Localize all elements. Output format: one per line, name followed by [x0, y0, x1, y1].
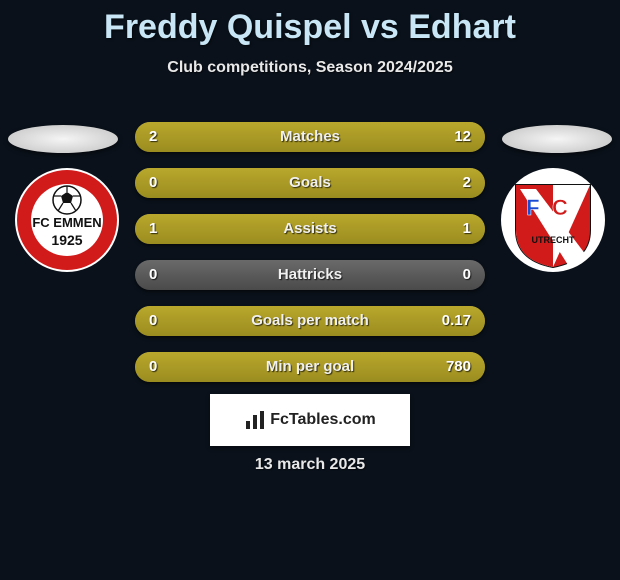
club-badge-right: F C UTRECHT: [498, 165, 608, 275]
page-subtitle: Club competitions, Season 2024/2025: [0, 59, 620, 77]
stat-label: Matches: [135, 122, 485, 152]
page-title: Freddy Quispel vs Edhart: [0, 0, 620, 47]
fc-utrecht-badge-icon: F C UTRECHT: [498, 165, 608, 275]
stat-row: 0780Min per goal: [135, 352, 485, 382]
footer-date: 13 march 2025: [0, 456, 620, 474]
stat-label: Goals per match: [135, 306, 485, 336]
stat-label: Min per goal: [135, 352, 485, 382]
svg-text:C: C: [552, 195, 568, 220]
svg-text:FC EMMEN: FC EMMEN: [32, 215, 101, 230]
pedestal-left: [8, 125, 118, 153]
stat-row: 00.17Goals per match: [135, 306, 485, 336]
stat-row: 11Assists: [135, 214, 485, 244]
svg-text:UTRECHT: UTRECHT: [532, 235, 575, 245]
stat-label: Assists: [135, 214, 485, 244]
footer-banner: FcTables.com: [210, 394, 410, 446]
pedestal-right: [502, 125, 612, 153]
footer-brand-text: FcTables.com: [270, 411, 376, 429]
svg-text:1925: 1925: [51, 232, 82, 248]
fc-emmen-badge-icon: FC EMMEN 1925: [12, 165, 122, 275]
club-badge-left: FC EMMEN 1925: [12, 165, 122, 275]
stat-row: 00Hattricks: [135, 260, 485, 290]
stat-row: 02Goals: [135, 168, 485, 198]
stat-row: 212Matches: [135, 122, 485, 152]
stats-container: 212Matches 02Goals 11Assists 00Hattricks 00.…: [135, 122, 485, 398]
stat-label: Goals: [135, 168, 485, 198]
svg-text:F: F: [526, 195, 539, 220]
fctables-logo: FcTables.com: [244, 409, 376, 431]
chart-bars-icon: [244, 409, 266, 431]
stat-label: Hattricks: [135, 260, 485, 290]
